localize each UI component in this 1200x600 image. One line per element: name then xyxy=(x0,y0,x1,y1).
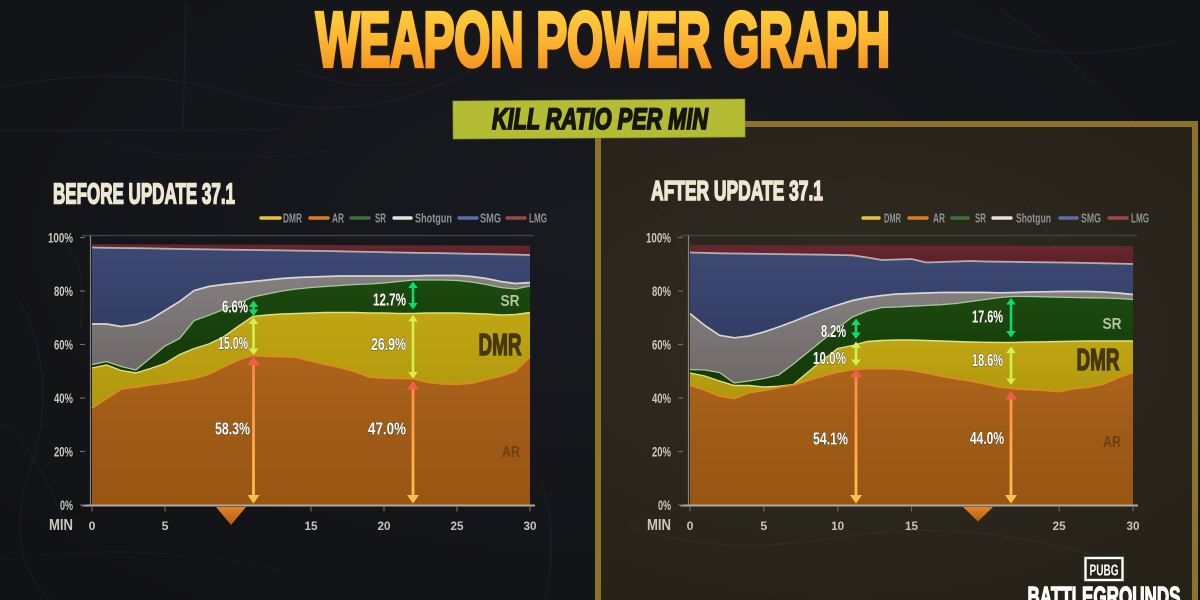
svg-text:40%: 40% xyxy=(54,390,73,406)
svg-text:SR: SR xyxy=(1103,316,1122,333)
svg-text:5: 5 xyxy=(162,519,169,533)
svg-text:DMR: DMR xyxy=(283,212,302,226)
svg-text:10.0%: 10.0% xyxy=(813,348,846,368)
svg-text:LMG: LMG xyxy=(529,212,547,226)
svg-text:MIN: MIN xyxy=(647,517,671,534)
svg-text:12.7%: 12.7% xyxy=(373,290,406,310)
svg-text:47.0%: 47.0% xyxy=(368,419,406,439)
svg-text:15: 15 xyxy=(305,519,318,533)
svg-text:25: 25 xyxy=(451,519,464,533)
svg-text:AR: AR xyxy=(1103,434,1121,451)
svg-text:30: 30 xyxy=(1127,519,1140,533)
svg-text:SMG: SMG xyxy=(1081,212,1101,226)
svg-text:SR: SR xyxy=(501,293,520,310)
svg-text:80%: 80% xyxy=(54,283,73,299)
svg-text:54.1%: 54.1% xyxy=(813,429,848,449)
svg-text:AR: AR xyxy=(502,444,520,461)
svg-text:8.2%: 8.2% xyxy=(821,321,846,341)
svg-text:20%: 20% xyxy=(54,444,73,460)
svg-text:SR: SR xyxy=(975,212,986,226)
svg-text:100%: 100% xyxy=(646,230,671,246)
svg-text:MIN: MIN xyxy=(49,517,73,534)
svg-text:KILL RATIO PER MIN: KILL RATIO PER MIN xyxy=(492,103,709,136)
svg-text:10: 10 xyxy=(831,519,844,533)
svg-text:LMG: LMG xyxy=(1131,212,1149,226)
svg-text:SMG: SMG xyxy=(480,212,501,226)
svg-text:5: 5 xyxy=(760,519,767,533)
svg-text:6.6%: 6.6% xyxy=(222,297,248,317)
svg-text:DMR: DMR xyxy=(884,212,901,226)
svg-text:15.0%: 15.0% xyxy=(218,333,248,353)
svg-text:BATTLEGROUNDS: BATTLEGROUNDS xyxy=(1028,581,1181,600)
svg-text:SR: SR xyxy=(375,212,386,226)
svg-text:20%: 20% xyxy=(652,444,671,460)
svg-text:80%: 80% xyxy=(652,283,671,299)
svg-text:WEAPON POWER GRAPH: WEAPON POWER GRAPH xyxy=(316,0,890,83)
svg-text:Shotgun: Shotgun xyxy=(1016,212,1051,226)
svg-text:BEFORE UPDATE 37.1: BEFORE UPDATE 37.1 xyxy=(53,179,235,211)
svg-text:15: 15 xyxy=(905,519,918,533)
svg-text:25: 25 xyxy=(1053,519,1066,533)
svg-text:DMR: DMR xyxy=(1077,342,1120,377)
svg-text:17.6%: 17.6% xyxy=(972,307,1003,327)
svg-text:20: 20 xyxy=(378,519,391,533)
svg-text:PUBG: PUBG xyxy=(1090,563,1119,580)
svg-text:Shotgun: Shotgun xyxy=(415,212,452,226)
svg-text:30: 30 xyxy=(524,519,537,533)
svg-text:40%: 40% xyxy=(652,390,671,406)
svg-text:26.9%: 26.9% xyxy=(371,334,406,354)
svg-text:AR: AR xyxy=(332,212,344,226)
svg-text:WEAPON POWER GRAPH: WEAPON POWER GRAPH xyxy=(316,0,890,83)
svg-text:0%: 0% xyxy=(658,497,671,513)
svg-text:AR: AR xyxy=(933,212,945,226)
svg-text:0%: 0% xyxy=(60,497,73,513)
svg-text:0: 0 xyxy=(687,519,694,533)
svg-text:60%: 60% xyxy=(54,337,73,353)
svg-text:AFTER UPDATE 37.1: AFTER UPDATE 37.1 xyxy=(651,175,823,206)
svg-text:44.0%: 44.0% xyxy=(970,428,1004,448)
svg-text:DMR: DMR xyxy=(479,327,522,362)
svg-text:18.6%: 18.6% xyxy=(972,350,1003,370)
svg-text:0: 0 xyxy=(89,519,96,533)
svg-text:58.3%: 58.3% xyxy=(215,419,250,439)
svg-text:100%: 100% xyxy=(48,230,73,246)
svg-text:60%: 60% xyxy=(652,337,671,353)
